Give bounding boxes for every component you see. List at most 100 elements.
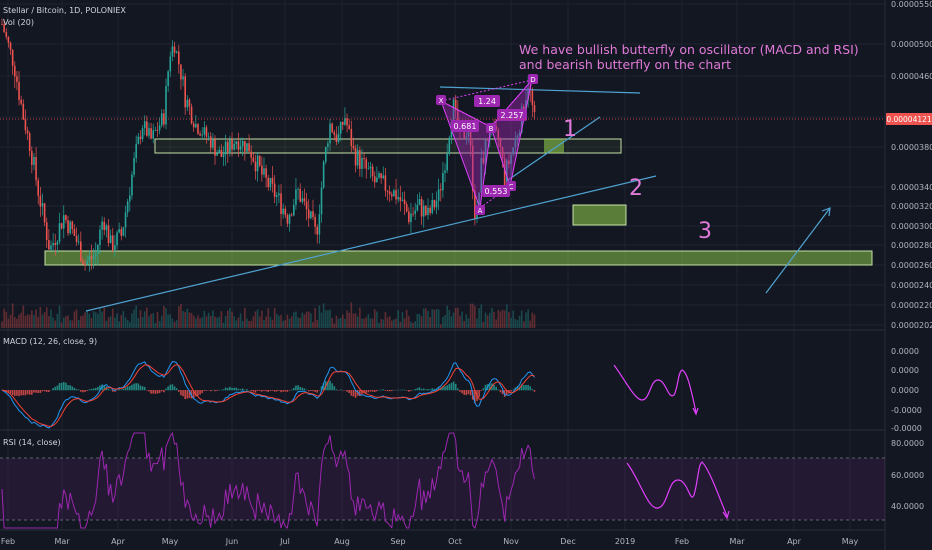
volume-bar	[305, 311, 308, 328]
volume-bar	[65, 316, 67, 328]
macd-histogram-bar	[165, 388, 167, 391]
macd-histogram-bar	[369, 390, 372, 392]
candle-body	[282, 208, 284, 215]
volume-bar	[469, 303, 472, 328]
volume-label: Vol (20)	[3, 18, 34, 27]
macd-histogram-bar	[333, 386, 336, 391]
candle-body	[214, 139, 216, 156]
candle-body	[73, 229, 76, 236]
macd-histogram-bar	[103, 385, 106, 391]
volume-bar	[310, 313, 312, 328]
candle-body	[197, 124, 199, 134]
macd-histogram-bar	[273, 390, 276, 392]
rsi-axis: 80.0000 60.0000 40.0000	[891, 439, 924, 511]
candle-body	[533, 105, 536, 113]
candle-body	[527, 87, 529, 101]
candle-body	[252, 157, 255, 162]
ratio-bd-label: 2.257	[501, 111, 524, 120]
candle-body	[275, 195, 278, 197]
macd-histogram-bar	[80, 390, 82, 392]
macd-histogram-bar	[448, 384, 451, 391]
candle-body	[386, 190, 389, 192]
volume-bar	[90, 318, 93, 328]
macd-histogram-bar	[271, 390, 274, 391]
macd-tick-label: 0.0000	[891, 347, 919, 356]
symbol-header: Stellar / Bitcoin, 1D, POLONIEX	[3, 6, 126, 15]
volume-bar	[103, 307, 106, 328]
macd-histogram-bar	[474, 390, 476, 403]
candle-body	[442, 172, 444, 191]
macd-histogram-bar	[82, 390, 84, 393]
candle-body	[288, 214, 291, 224]
candle-body	[20, 99, 22, 104]
macd-histogram-bar	[388, 390, 391, 392]
candle-body	[35, 156, 37, 181]
candle-body	[365, 159, 368, 169]
volume-bar	[201, 317, 204, 328]
candle-body	[412, 213, 414, 215]
macd-histogram-bar	[335, 389, 338, 391]
volume-bar	[356, 316, 359, 328]
candle-body	[290, 214, 293, 216]
candle-body	[116, 232, 118, 246]
candle-body	[207, 136, 210, 138]
macd-histogram-bar	[444, 386, 446, 391]
macd-histogram-bar	[512, 389, 514, 391]
macd-histogram-bar	[380, 389, 382, 391]
candle-body	[301, 198, 304, 202]
macd-histogram-bar	[143, 386, 146, 391]
volume-bar	[506, 304, 508, 328]
macd-histogram-bar	[84, 390, 86, 392]
candle-body	[508, 160, 510, 165]
macd-histogram-bar	[331, 383, 333, 391]
candle-body	[43, 203, 46, 223]
volume-bar	[431, 309, 434, 328]
candle-body	[444, 170, 446, 173]
candle-body	[457, 110, 459, 130]
volume-bar	[361, 318, 363, 328]
candle-body	[373, 176, 376, 183]
volume-bar	[397, 310, 399, 328]
volume-bar	[92, 311, 95, 328]
macd-tick-label: 0.0000	[891, 386, 919, 395]
macd-histogram-bar	[314, 390, 316, 392]
volume-bar	[26, 314, 29, 328]
candle-body	[158, 125, 161, 131]
volume-bar	[444, 315, 446, 328]
volume-bar	[508, 311, 510, 328]
volume-bar	[408, 316, 410, 328]
candle-body	[209, 136, 212, 148]
volume-bar	[527, 309, 529, 328]
macd-histogram-bar	[403, 389, 406, 391]
macd-histogram-bar	[24, 390, 27, 396]
volume-bar	[246, 318, 248, 328]
volume-bar	[139, 310, 142, 328]
candle-body	[408, 211, 410, 223]
macd-histogram-bar	[177, 390, 180, 392]
volume-bar	[376, 311, 378, 328]
time-axis[interactable]: Feb Mar Apr May Jun Jul Aug Sep Oct Nov Dec 2019 Feb…	[1, 537, 859, 546]
candle-body	[324, 146, 327, 162]
macd-histogram-bar	[373, 390, 376, 392]
macd-histogram-bar	[459, 390, 461, 392]
candle-body	[354, 148, 357, 166]
macd-histogram-bar	[384, 390, 387, 391]
volume-bar	[207, 312, 210, 328]
macd-histogram-bar	[22, 390, 25, 396]
candle-body	[154, 130, 157, 131]
macd-axis: 0.0000 0.0000 0.0000 -0.0000 -0.0000	[891, 347, 922, 433]
macd-histogram-bar	[190, 390, 193, 399]
ratio-ac-label: 0.553	[485, 187, 508, 196]
volume-bar	[427, 311, 429, 328]
volume-bar	[265, 316, 267, 328]
volume-bar	[348, 312, 350, 328]
volume-bar	[403, 318, 406, 328]
volume-bar	[124, 317, 127, 328]
volume-bar	[111, 308, 114, 328]
target-zone-2	[572, 204, 627, 226]
volume-bar	[3, 308, 5, 328]
macd-histogram-bar	[175, 388, 178, 391]
candle-body	[7, 36, 10, 43]
